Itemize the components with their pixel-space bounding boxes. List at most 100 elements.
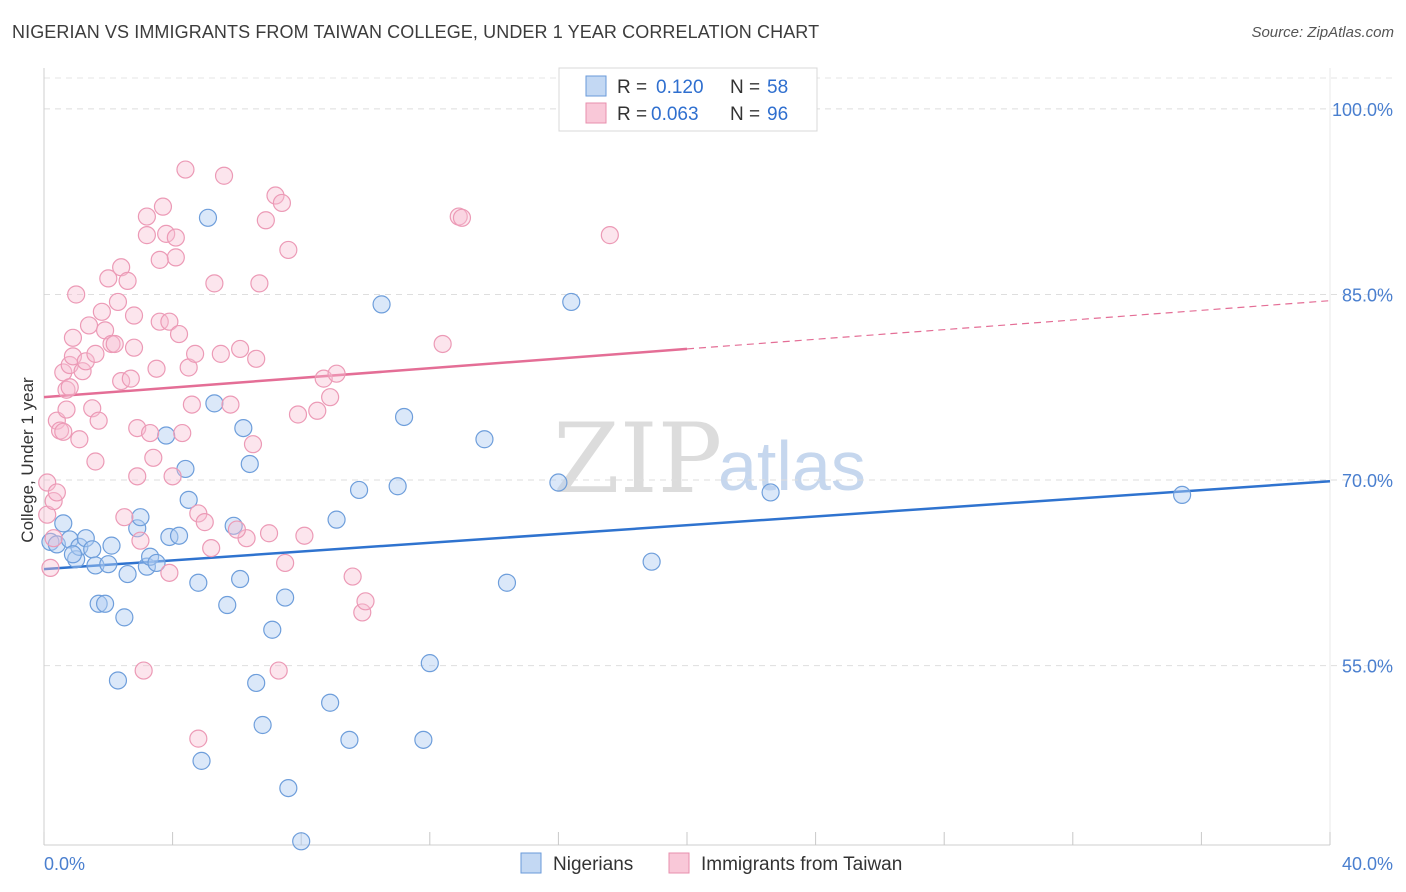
point-taiwan (279, 240, 298, 260)
bottom-legend: Nigerians Immigrants from Taiwan (520, 852, 902, 875)
point-taiwan (137, 207, 156, 226)
point-nigerians (292, 832, 311, 851)
point-taiwan (60, 378, 79, 397)
point-nigerians (1173, 485, 1192, 505)
point-nigerians (276, 588, 295, 607)
legend: R = 0.120 N = 58 R = 0.063 N = 96 (558, 67, 818, 132)
point-taiwan (160, 312, 179, 331)
point-nigerians (218, 595, 237, 615)
point-nigerians (414, 730, 433, 749)
point-nigerians (179, 490, 198, 509)
point-taiwan (266, 186, 285, 205)
point-taiwan (186, 344, 205, 363)
point-taiwan (140, 423, 160, 443)
point-taiwan (214, 166, 234, 185)
point-taiwan (163, 467, 182, 486)
point-nigerians (160, 527, 179, 547)
legend-n-value-1: 58 (767, 77, 788, 98)
point-taiwan (157, 224, 176, 243)
point-taiwan (128, 467, 147, 486)
point-nigerians (147, 553, 166, 573)
point-taiwan (108, 292, 128, 312)
point-taiwan (121, 369, 140, 388)
point-taiwan (144, 448, 163, 467)
point-nigerians (76, 529, 95, 548)
point-taiwan (115, 508, 134, 527)
point-nigerians (263, 620, 282, 639)
y-tick-label: 70.0% (1342, 471, 1393, 491)
point-taiwan (256, 211, 275, 230)
point-taiwan (86, 452, 105, 471)
point-taiwan (99, 269, 118, 288)
legend-swatch-nigerians (585, 75, 607, 97)
point-taiwan (41, 558, 60, 577)
data-points (38, 160, 1192, 851)
point-nigerians (497, 573, 517, 592)
point-nigerians (83, 540, 102, 559)
point-taiwan (243, 435, 263, 454)
point-nigerians (388, 477, 407, 496)
trend-line-taiwan-solid (43, 347, 688, 399)
y-tick-label: 85.0% (1342, 285, 1393, 305)
axes (43, 68, 1331, 846)
point-taiwan (57, 400, 76, 419)
trend-lines (43, 300, 1331, 571)
chart-title: NIGERIAN VS IMMIGRANTS FROM TAIWAN COLLE… (12, 22, 820, 42)
point-nigerians (205, 394, 224, 413)
point-taiwan (137, 226, 156, 245)
point-nigerians (253, 715, 272, 735)
bottom-legend-swatch-nigerians (520, 852, 542, 874)
point-taiwan (221, 395, 240, 414)
point-taiwan (308, 401, 327, 420)
point-nigerians (115, 608, 134, 627)
point-taiwan (70, 430, 89, 449)
point-taiwan (205, 274, 224, 293)
legend-r-value-2: 0.063 (651, 104, 699, 125)
bottom-legend-swatch-taiwan (668, 852, 690, 874)
point-taiwan (276, 553, 295, 573)
legend-n-label-1: N = (730, 77, 760, 98)
point-taiwan (195, 513, 214, 532)
point-taiwan (134, 661, 153, 680)
legend-swatch-taiwan (585, 102, 607, 124)
point-nigerians (60, 530, 79, 549)
point-nigerians (549, 473, 568, 492)
y-tick-label: 55.0% (1342, 657, 1393, 677)
point-taiwan (160, 563, 179, 582)
point-taiwan (166, 228, 185, 247)
point-taiwan (105, 334, 124, 354)
point-taiwan (433, 334, 452, 354)
legend-r-label-2: R = (617, 104, 647, 125)
point-taiwan (166, 248, 185, 267)
point-taiwan (288, 405, 308, 424)
point-nigerians (54, 514, 73, 533)
point-taiwan (92, 302, 111, 321)
point-nigerians (189, 573, 208, 592)
point-taiwan (76, 352, 95, 371)
x-tick-label-max: 40.0% (1342, 854, 1393, 874)
point-taiwan (353, 603, 372, 622)
point-nigerians (63, 545, 83, 564)
source-credit: Source: ZipAtlas.com (1251, 24, 1394, 41)
watermark-zip: ZIP (553, 403, 722, 515)
watermark-atlas: atlas (718, 427, 866, 505)
point-nigerians (562, 292, 581, 312)
point-nigerians (89, 594, 108, 613)
point-taiwan (176, 160, 195, 179)
point-taiwan (79, 316, 99, 335)
point-nigerians (475, 430, 494, 449)
point-taiwan (153, 197, 173, 216)
point-nigerians (340, 730, 359, 749)
point-nigerians (761, 483, 780, 502)
x-tick-label-min: 0.0% (44, 854, 85, 874)
point-taiwan (356, 592, 375, 611)
point-nigerians (118, 564, 137, 584)
legend-r-value-1: 0.120 (656, 77, 704, 98)
point-nigerians (131, 508, 150, 527)
point-taiwan (131, 531, 150, 550)
point-taiwan (38, 473, 57, 492)
point-taiwan (89, 411, 108, 430)
point-taiwan (259, 524, 279, 543)
point-nigerians (327, 510, 346, 529)
